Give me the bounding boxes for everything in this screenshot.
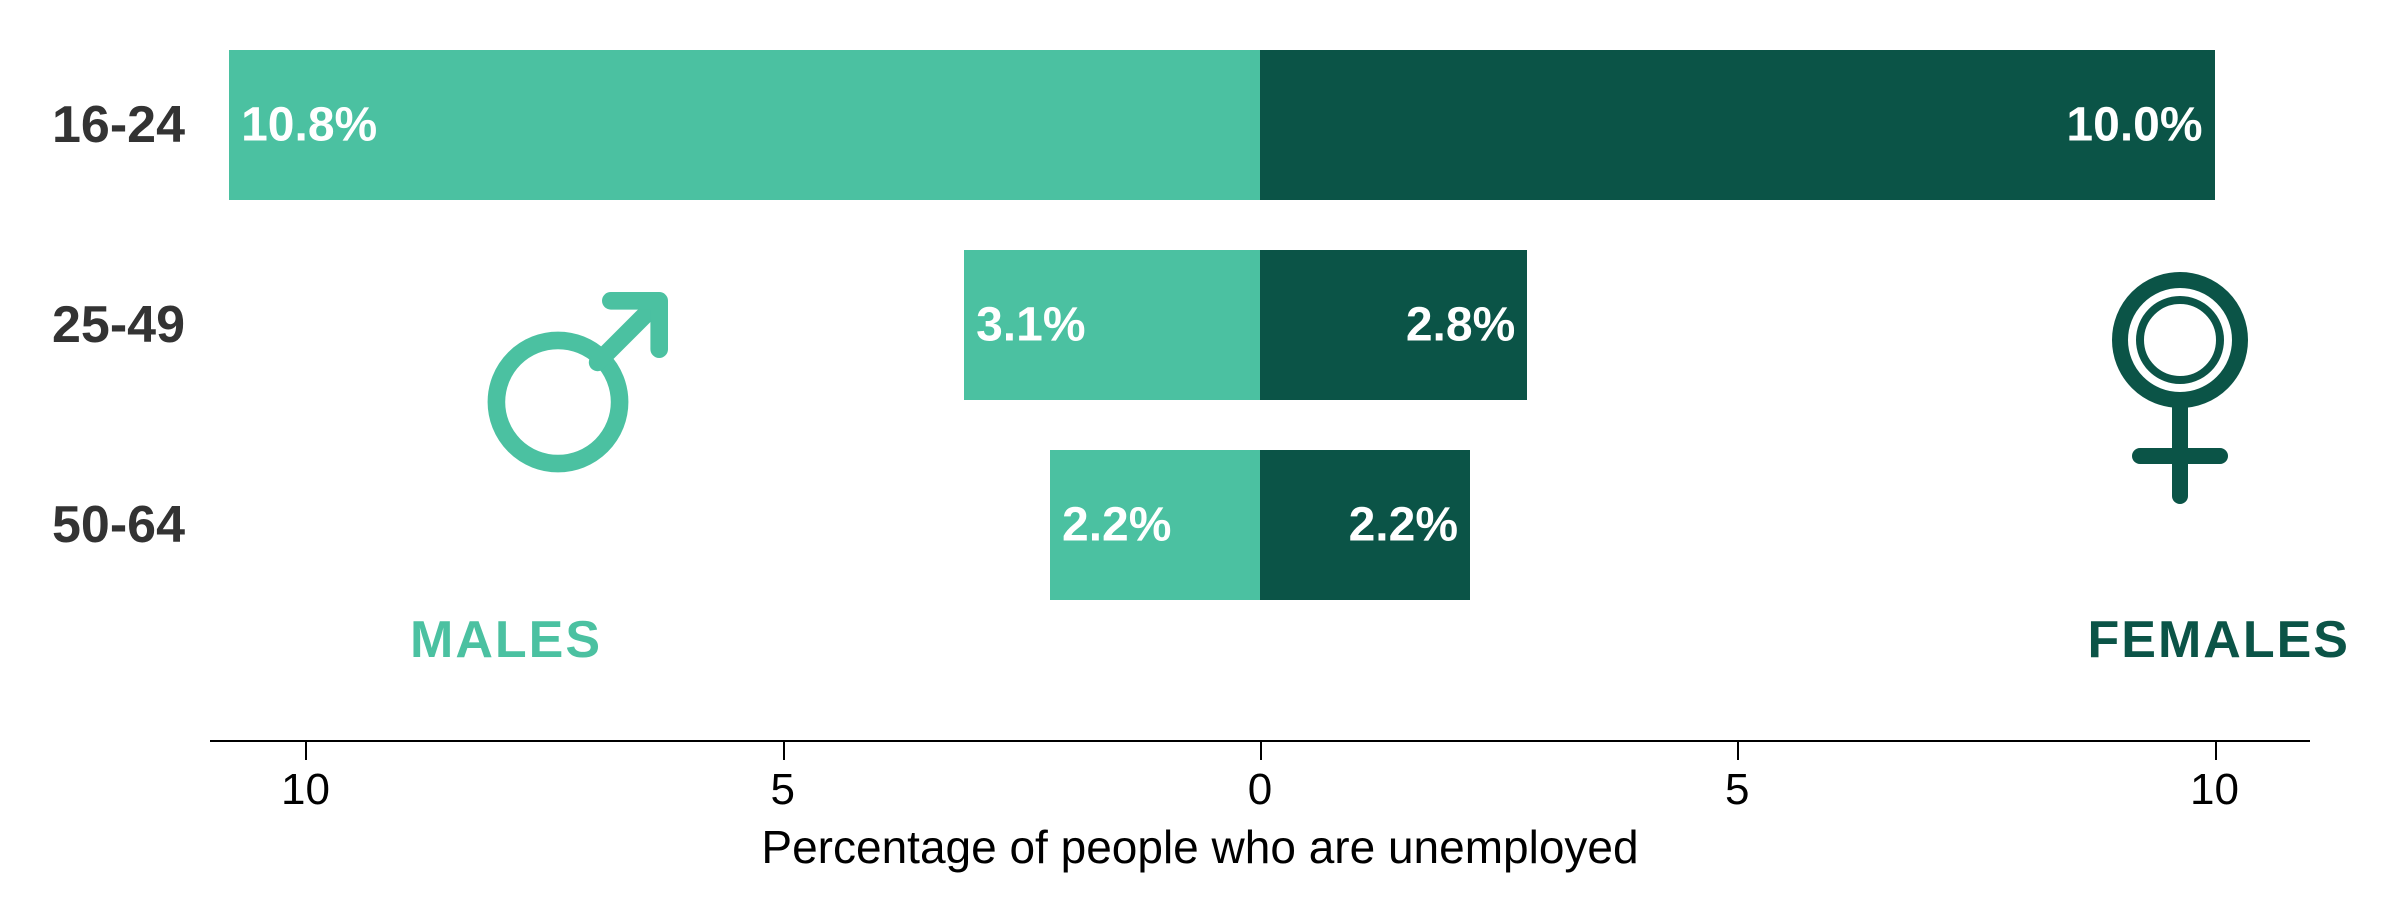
x-tick xyxy=(1260,740,1262,760)
x-tick-label: 10 xyxy=(2190,765,2239,815)
x-tick xyxy=(1737,740,1739,760)
males-label: MALES xyxy=(410,610,602,670)
male-bar: 3.1% xyxy=(964,250,1260,400)
x-axis-title: Percentage of people who are unemployed xyxy=(761,820,1638,874)
category-label: 25-49 xyxy=(50,295,200,355)
male-bar-label: 10.8% xyxy=(241,98,377,153)
male-bar: 10.8% xyxy=(229,50,1260,200)
category-label: 16-24 xyxy=(50,95,200,155)
plot-area: 16-24 10.8% 10.0% 25-49 3.1% 2.8% 50-64 … xyxy=(210,50,2310,710)
female-bar-label: 10.0% xyxy=(2066,98,2202,153)
category-label: 50-64 xyxy=(50,495,200,555)
females-label: FEMALES xyxy=(2088,610,2350,670)
x-tick-label: 10 xyxy=(281,765,330,815)
x-tick-label: 5 xyxy=(770,765,794,815)
male-bar: 2.2% xyxy=(1050,450,1260,600)
female-icon xyxy=(2080,260,2280,525)
female-bar: 10.0% xyxy=(1260,50,2215,200)
x-tick-label: 5 xyxy=(1725,765,1749,815)
female-bar-label: 2.2% xyxy=(1349,498,1458,553)
x-tick-label: 0 xyxy=(1248,765,1272,815)
bar-row: 16-24 10.8% 10.0% xyxy=(210,50,2310,200)
unemployment-chart: 16-24 10.8% 10.0% 25-49 3.1% 2.8% 50-64 … xyxy=(50,50,2350,850)
male-bar-label: 3.1% xyxy=(976,298,1085,353)
male-bar-label: 2.2% xyxy=(1062,498,1171,553)
male-icon xyxy=(470,270,690,495)
x-tick xyxy=(2215,740,2217,760)
female-bar-label: 2.8% xyxy=(1406,298,1515,353)
female-bar: 2.8% xyxy=(1260,250,1527,400)
female-bar: 2.2% xyxy=(1260,450,1470,600)
x-tick xyxy=(305,740,307,760)
x-tick xyxy=(783,740,785,760)
